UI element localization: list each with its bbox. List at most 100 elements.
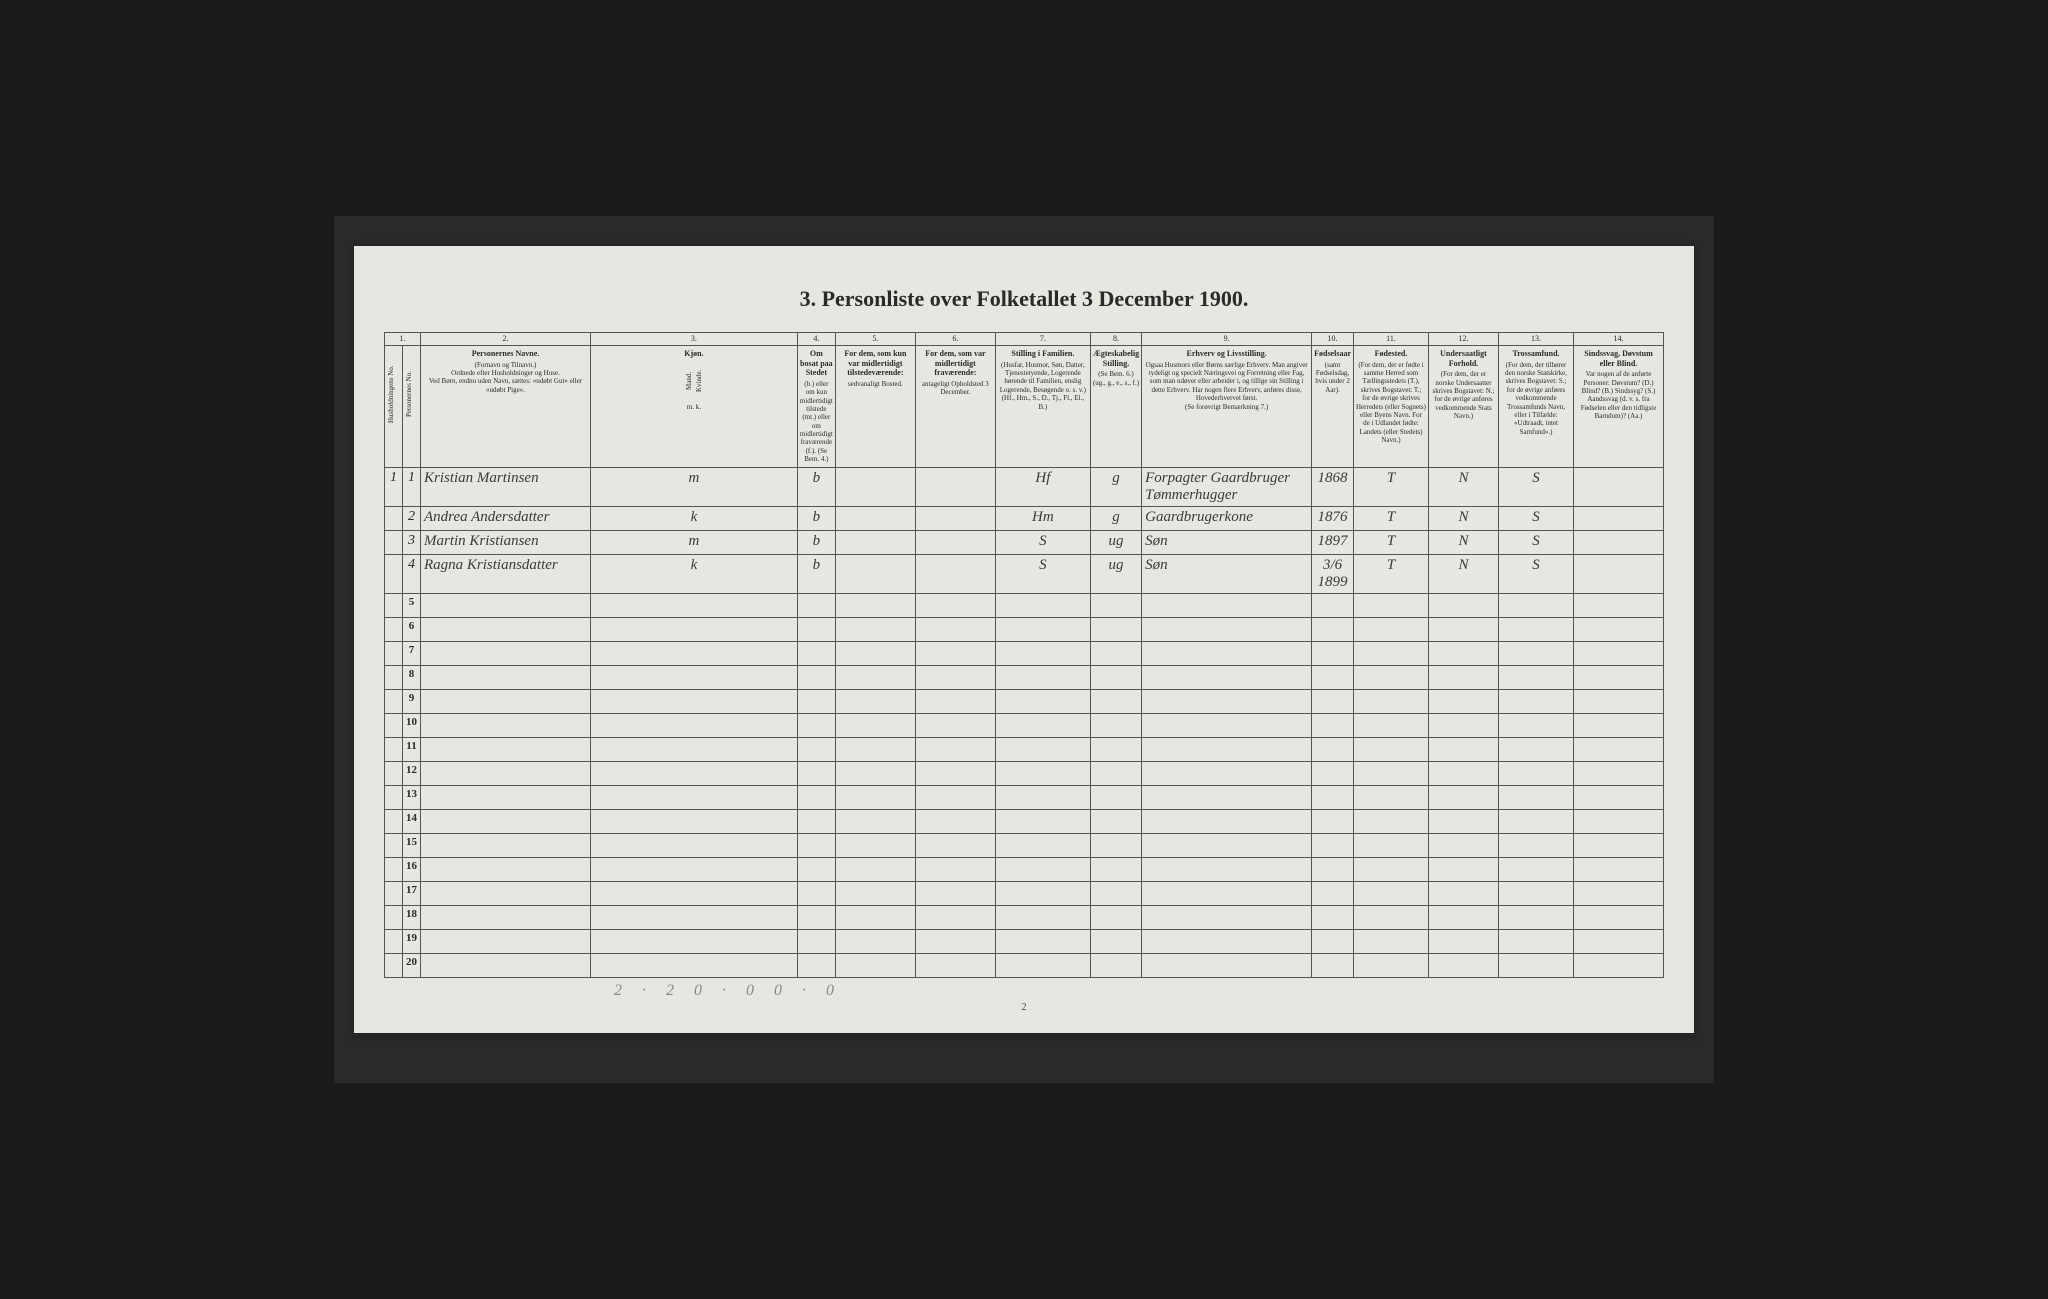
- cell-person-num: 20: [403, 953, 421, 977]
- cell-empty: [1354, 881, 1429, 905]
- cell-empty: [1429, 641, 1499, 665]
- cell-col5: [835, 506, 915, 530]
- cell-empty: [1142, 689, 1312, 713]
- cell-empty: [421, 809, 591, 833]
- cell-col5: [835, 530, 915, 554]
- cell-empty: [421, 833, 591, 857]
- cell-household-num: 1: [385, 467, 403, 506]
- cell-person-num: 4: [403, 554, 421, 593]
- cell-nationality: N: [1429, 530, 1499, 554]
- cell-residence: b: [797, 467, 835, 506]
- cell-empty: [1142, 593, 1312, 617]
- cell-empty: [1574, 881, 1664, 905]
- cell-household-num: [385, 593, 403, 617]
- cell-family-position: S: [995, 530, 1090, 554]
- col-num-11: 11.: [1354, 333, 1429, 346]
- cell-empty: [1142, 881, 1312, 905]
- cell-birthplace: T: [1354, 506, 1429, 530]
- cell-empty: [421, 881, 591, 905]
- cell-empty: [1312, 737, 1354, 761]
- table-row-empty: 15: [385, 833, 1664, 857]
- cell-household-num: [385, 713, 403, 737]
- cell-empty: [1142, 641, 1312, 665]
- cell-empty: [421, 689, 591, 713]
- cell-empty: [1354, 737, 1429, 761]
- cell-empty: [1312, 785, 1354, 809]
- cell-empty: [915, 617, 995, 641]
- header-disability: Sindssvag, Døvstum eller Blind. Var noge…: [1574, 345, 1664, 467]
- cell-empty: [797, 713, 835, 737]
- cell-occupation: Gaardbrugerkone: [1142, 506, 1312, 530]
- header-family-position: Stilling i Familien. (Husfar, Husmor, Sø…: [995, 345, 1090, 467]
- col-num-9: 9.: [1142, 333, 1312, 346]
- cell-empty: [1090, 857, 1141, 881]
- cell-empty: [1429, 713, 1499, 737]
- cell-empty: [1142, 857, 1312, 881]
- cell-disability: [1574, 506, 1664, 530]
- cell-empty: [1090, 905, 1141, 929]
- cell-empty: [1574, 953, 1664, 977]
- cell-household-num: [385, 881, 403, 905]
- cell-empty: [835, 833, 915, 857]
- table-row-empty: 10: [385, 713, 1664, 737]
- cell-empty: [421, 737, 591, 761]
- table-row-empty: 13: [385, 785, 1664, 809]
- cell-empty: [915, 689, 995, 713]
- table-row-empty: 6: [385, 617, 1664, 641]
- col-num-4: 4.: [797, 333, 835, 346]
- cell-household-num: [385, 833, 403, 857]
- cell-empty: [1429, 857, 1499, 881]
- cell-empty: [591, 809, 798, 833]
- cell-empty: [591, 617, 798, 641]
- cell-empty: [1142, 761, 1312, 785]
- cell-empty: [591, 761, 798, 785]
- cell-empty: [1429, 809, 1499, 833]
- cell-empty: [1429, 929, 1499, 953]
- cell-empty: [1499, 881, 1574, 905]
- cell-person-num: 8: [403, 665, 421, 689]
- cell-household-num: [385, 929, 403, 953]
- cell-empty: [835, 737, 915, 761]
- cell-empty: [1499, 929, 1574, 953]
- cell-person-num: 17: [403, 881, 421, 905]
- cell-occupation: Søn: [1142, 530, 1312, 554]
- cell-person-num: 14: [403, 809, 421, 833]
- cell-empty: [591, 785, 798, 809]
- cell-empty: [1574, 785, 1664, 809]
- cell-residence: b: [797, 554, 835, 593]
- table-row: 2 Andrea Andersdatter k b Hm g Gaardbrug…: [385, 506, 1664, 530]
- column-header-row: Husholdningens No. Personernes No. Perso…: [385, 345, 1664, 467]
- cell-nationality: N: [1429, 554, 1499, 593]
- column-number-row: 1. 2. 3. 4. 5. 6. 7. 8. 9. 10. 11. 12. 1…: [385, 333, 1664, 346]
- cell-empty: [1429, 833, 1499, 857]
- cell-empty: [915, 641, 995, 665]
- cell-empty: [1499, 737, 1574, 761]
- table-row-empty: 16: [385, 857, 1664, 881]
- cell-empty: [915, 881, 995, 905]
- cell-empty: [797, 641, 835, 665]
- census-table: 1. 2. 3. 4. 5. 6. 7. 8. 9. 10. 11. 12. 1…: [384, 332, 1664, 977]
- col-num-5: 5.: [835, 333, 915, 346]
- cell-empty: [1499, 761, 1574, 785]
- cell-empty: [1429, 785, 1499, 809]
- cell-empty: [835, 953, 915, 977]
- cell-household-num: [385, 905, 403, 929]
- cell-household-num: [385, 506, 403, 530]
- cell-empty: [1499, 785, 1574, 809]
- cell-person-num: 13: [403, 785, 421, 809]
- cell-empty: [797, 593, 835, 617]
- table-row: 4 Ragna Kristiansdatter k b S ug Søn 3/6…: [385, 554, 1664, 593]
- cell-empty: [915, 737, 995, 761]
- page-number: 2: [384, 1002, 1664, 1013]
- cell-empty: [1574, 689, 1664, 713]
- cell-person-num: 11: [403, 737, 421, 761]
- cell-empty: [1574, 737, 1664, 761]
- cell-empty: [797, 833, 835, 857]
- cell-empty: [1574, 641, 1664, 665]
- cell-empty: [797, 785, 835, 809]
- cell-empty: [995, 689, 1090, 713]
- cell-empty: [421, 953, 591, 977]
- cell-empty: [1142, 833, 1312, 857]
- cell-empty: [1090, 617, 1141, 641]
- cell-empty: [591, 881, 798, 905]
